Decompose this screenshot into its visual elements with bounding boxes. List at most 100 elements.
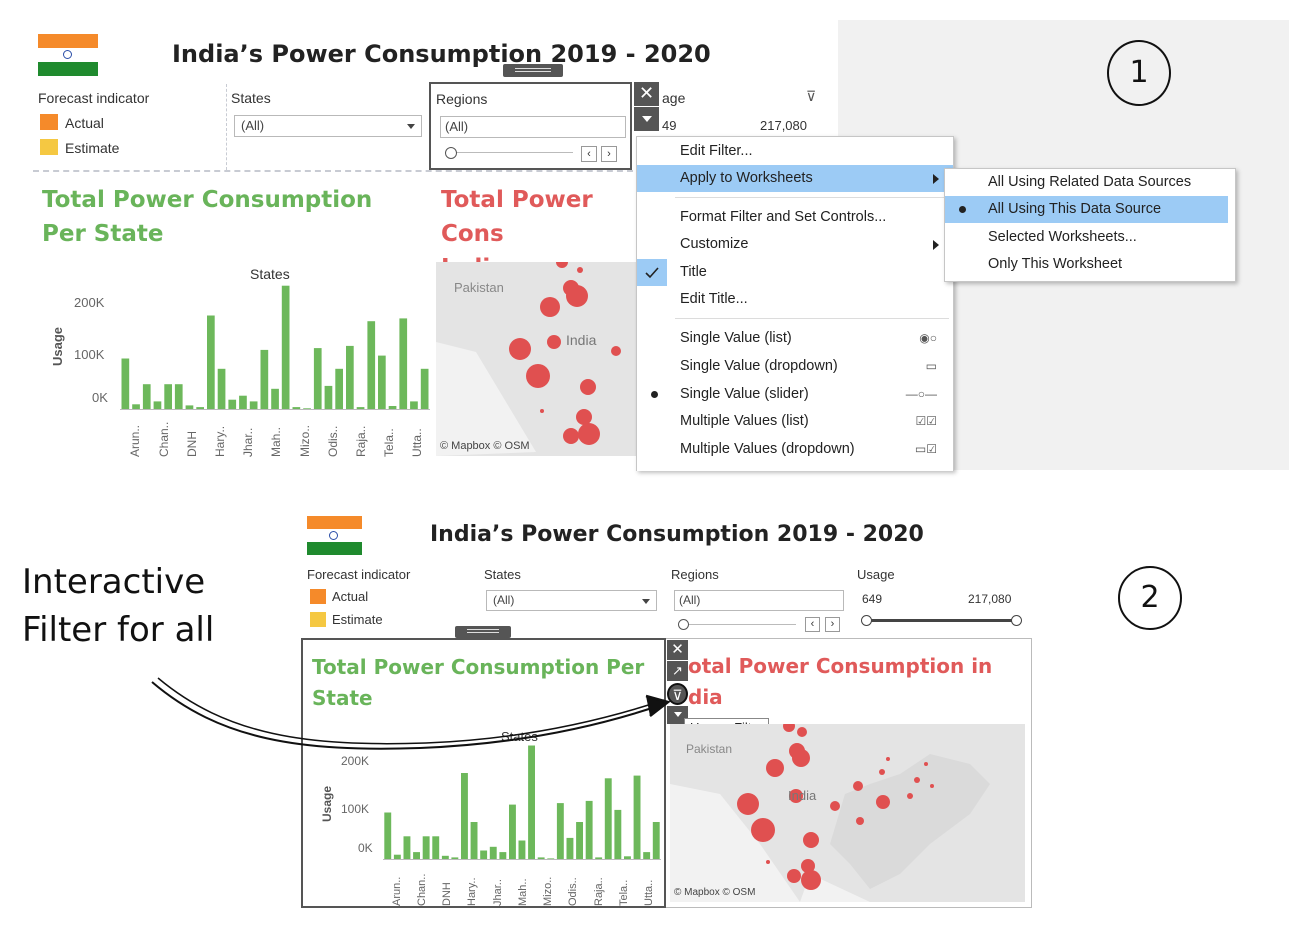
bar[interactable] [643,852,651,860]
bar[interactable] [356,407,365,410]
bar[interactable] [413,852,420,860]
menu-item-multiple-values-dropdown[interactable]: Multiple Values (dropdown) ▭☑ [637,436,953,463]
bar[interactable] [509,804,516,860]
bar[interactable] [164,384,172,410]
bar[interactable] [403,836,411,860]
bar[interactable] [422,836,430,860]
bar[interactable] [489,846,497,860]
bar[interactable] [566,837,574,860]
bar[interactable] [576,822,583,860]
clear-filter-icon[interactable]: ⊽ [806,88,817,104]
bar[interactable] [652,822,660,860]
sheet-per-state[interactable]: Total Power Consumption Per State States… [301,638,666,908]
menu-item-edit-filter[interactable]: Edit Filter... [637,138,953,165]
bar[interactable] [121,358,130,411]
submenu-item-this-data-source[interactable]: All Using This Data Source [945,196,1228,223]
dashboard-title-handle[interactable] [503,64,563,77]
bar[interactable] [217,368,226,410]
filter-icon[interactable]: ⊽ [667,683,688,705]
bar[interactable] [260,349,269,410]
bar[interactable] [367,321,376,410]
states-dropdown[interactable]: (All) [234,115,422,137]
bar[interactable] [499,852,507,860]
regions-text-field[interactable]: (All) [440,116,626,138]
bar[interactable] [518,840,526,861]
bar[interactable] [556,803,564,860]
regions-text-field[interactable]: (All) [674,590,844,611]
submenu-item-selected-worksheets[interactable]: Selected Worksheets... [945,224,1235,251]
bar[interactable] [324,385,333,410]
more-options-icon[interactable] [634,107,659,131]
menu-item-multiple-values-list[interactable]: Multiple Values (list) ☑☑ [637,408,953,435]
more-options-icon[interactable] [667,706,688,724]
bar[interactable] [335,368,343,410]
menu-item-single-value-dropdown[interactable]: Single Value (dropdown) ▭ [637,353,953,380]
regions-slider-track[interactable] [684,624,796,625]
bar[interactable] [451,857,459,860]
usage-slider-thumb-max[interactable] [1011,615,1022,626]
sheet-drag-handle[interactable] [455,626,511,638]
menu-item-single-value-slider[interactable]: Single Value (slider) —○— [637,381,953,408]
usage-slider-thumb-min[interactable] [861,615,872,626]
bar[interactable] [153,401,162,410]
india-map[interactable]: Pakistan India © Mapbox © OSM [436,262,636,456]
regions-slider-track[interactable] [451,152,573,153]
bar[interactable] [624,856,631,860]
bar[interactable] [528,745,535,861]
bar[interactable] [228,399,237,410]
prev-button[interactable]: ‹ [805,617,820,632]
bar[interactable] [480,850,488,861]
bar[interactable] [249,401,258,410]
bar[interactable] [410,401,418,410]
submenu-item-related-sources[interactable]: All Using Related Data Sources [945,169,1235,196]
close-icon[interactable]: ✕ [667,640,688,660]
bar[interactable] [313,348,322,410]
menu-item-single-value-list[interactable]: Single Value (list) ◉○ [637,325,953,352]
regions-slider-thumb[interactable] [678,619,689,630]
bar[interactable] [441,855,449,860]
bar[interactable] [614,809,622,860]
next-button[interactable]: › [601,146,617,162]
prev-button[interactable]: ‹ [581,146,597,162]
menu-item-title[interactable]: Title [637,259,953,286]
menu-item-customize[interactable]: Customize [637,231,953,258]
next-button[interactable]: › [825,617,840,632]
go-to-sheet-icon[interactable]: ↗ [667,661,688,681]
bar[interactable] [537,857,545,860]
bar[interactable] [142,384,151,410]
usage-range-slider[interactable] [866,619,1016,622]
bar[interactable] [207,315,215,411]
bar[interactable] [185,405,194,410]
bar[interactable] [393,854,401,860]
bar[interactable] [292,407,301,410]
bar[interactable] [388,406,397,410]
bar[interactable] [595,857,603,860]
menu-item-format-filter[interactable]: Format Filter and Set Controls... [637,204,953,231]
bar[interactable] [281,285,290,410]
y-tick: 200K [74,295,105,310]
bar[interactable] [196,407,204,410]
bar[interactable] [239,395,247,410]
regions-slider-thumb[interactable] [445,147,457,159]
bar[interactable] [432,836,440,860]
menu-item-apply-to-worksheets[interactable]: Apply to Worksheets [637,165,953,192]
regions-filter-card[interactable]: Regions (All) ‹ › [429,82,632,170]
bar[interactable] [470,822,478,860]
bar[interactable] [420,368,429,410]
bar[interactable] [604,778,612,860]
bar[interactable] [378,355,386,410]
bar[interactable] [132,404,140,410]
bar[interactable] [271,388,279,410]
states-dropdown[interactable]: (All) [486,590,657,611]
bar[interactable] [384,812,392,861]
bar[interactable] [174,384,183,410]
menu-item-edit-title[interactable]: Edit Title... [637,286,953,313]
bar[interactable] [633,775,641,860]
bar[interactable] [585,800,593,860]
india-map[interactable]: Pakistan India © Mapbox © OSM [670,724,1025,902]
bar[interactable] [346,345,354,410]
bar[interactable] [399,318,408,410]
close-icon[interactable]: ✕ [634,82,659,106]
bar[interactable] [461,773,468,860]
submenu-item-only-this-worksheet[interactable]: Only This Worksheet [945,251,1235,278]
